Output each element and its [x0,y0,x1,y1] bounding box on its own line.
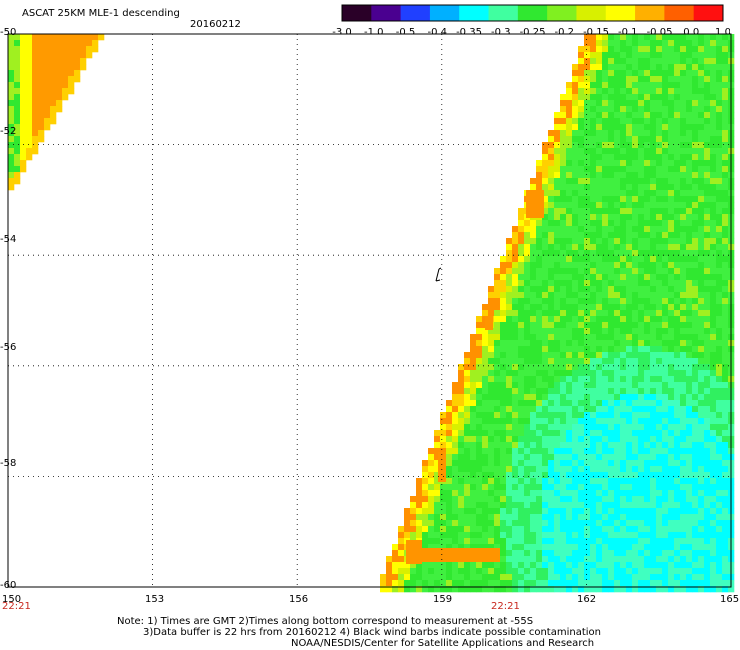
colorbar-tick-label: -1.0 [364,27,384,38]
product-title: ASCAT 25KM MLE-1 descending [22,8,180,19]
colorbar-swatch [488,5,519,21]
lon-label-153: 153 [145,594,165,605]
note-line-2: 3)Data buffer is 22 hrs from 20160212 4)… [143,627,601,638]
colorbar-swatch [459,5,490,21]
colorbar-tick-label: 0.0 [683,27,699,38]
product-date: 20160212 [190,19,241,30]
lat-label-58: -58 [0,458,17,469]
colorbar-tick-label: -0.35 [456,27,482,38]
lon-label-162: 162 [577,594,597,605]
lon-label-156: 156 [289,594,309,605]
lat-label-54: -54 [0,234,17,245]
colorbar-tick-label: -0.25 [520,27,546,38]
map-frame [7,33,732,588]
wind-barb-contamination-marker [435,267,442,282]
colorbar-tick-label: -0.1 [618,27,638,38]
colorbar-swatch [635,5,665,21]
lon-label-150: 150 [2,594,22,605]
colorbar-swatch [605,5,636,21]
colorbar-swatch [342,5,372,21]
colorbar: -3.0 -1.0 -0.5 -0.4 -0.35 -0.3 -0.25 -0.2 -0.15-… [332,4,730,38]
colorbar-swatch [547,5,577,21]
colorbar-tick-label: -3.0 [332,27,352,38]
colorbar-swatch [693,5,724,21]
lon-label-165: 165 [720,594,740,605]
note-line-3: NOAA/NESDIS/Center for Satellite Applica… [291,638,595,649]
colorbar-tick-label: -0.15 [583,27,609,38]
colorbar-tick-label: -0.4 [427,27,447,38]
lat-lon-grid [8,34,731,587]
lat-label-50: -50 [0,27,17,38]
lat-label-60: -60 [0,580,17,591]
colorbar-tick-labels: -3.0 -1.0 -0.5 -0.4 -0.35 -0.3 -0.25 -0.2 -0.15-… [332,27,730,38]
colorbar-tick-label: -0.3 [491,27,511,38]
colorbar-tick-label: -0.5 [396,27,416,38]
colorbar-swatch [576,5,607,21]
colorbar-tick-label: -0.2 [554,27,574,38]
colorbar-swatch [371,5,402,21]
colorbar-swatch [664,5,695,21]
colorbar-swatches [341,4,724,22]
colorbar-swatch [517,5,548,21]
lat-label-56: -56 [0,342,17,353]
time-label-left: 22:21 [2,601,31,612]
colorbar-tick-label: 1.0 [715,27,730,38]
colorbar-tick-label: -0.05 [647,27,673,38]
colorbar-swatch [429,5,460,21]
note-line-1: Note: 1) Times are GMT 2)Times along bot… [117,616,534,627]
satellite-swath [8,34,735,593]
colorbar-frame [341,4,724,22]
colorbar-swatch [400,5,431,21]
time-label-center: 22:21 [491,601,520,612]
lon-label-159: 159 [433,594,453,605]
lat-label-52: -52 [0,126,17,137]
